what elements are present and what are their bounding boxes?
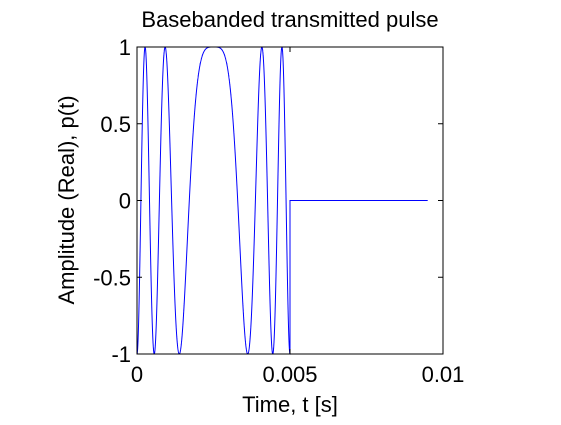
y-tick-label-3: 0.5 bbox=[100, 112, 131, 137]
ticks-layer: 0 0.005 0.01 -1 -0.5 0 0.5 1 bbox=[93, 35, 464, 387]
x-axis-label: Time, t [s] bbox=[242, 392, 338, 417]
y-tick-label-4: 1 bbox=[119, 35, 131, 60]
x-tick-label-0: 0 bbox=[131, 362, 143, 387]
y-tick-label-0: -1 bbox=[111, 342, 131, 367]
chart-title: Basebanded transmitted pulse bbox=[141, 7, 438, 32]
x-tick-label-1: 0.005 bbox=[262, 362, 317, 387]
y-tick-label-2: 0 bbox=[119, 189, 131, 214]
axes-box bbox=[136, 46, 444, 355]
y-axis-label: Amplitude (Real), p(t) bbox=[54, 95, 79, 304]
y-tick-label-1: -0.5 bbox=[93, 265, 131, 290]
x-tick-label-2: 0.01 bbox=[422, 362, 465, 387]
